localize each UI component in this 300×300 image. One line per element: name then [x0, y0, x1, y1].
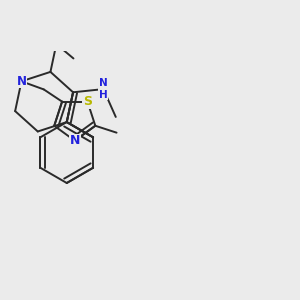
Text: N: N — [16, 75, 26, 88]
Text: N: N — [70, 134, 80, 147]
Text: S: S — [83, 95, 92, 108]
Text: N
H: N H — [99, 78, 108, 100]
